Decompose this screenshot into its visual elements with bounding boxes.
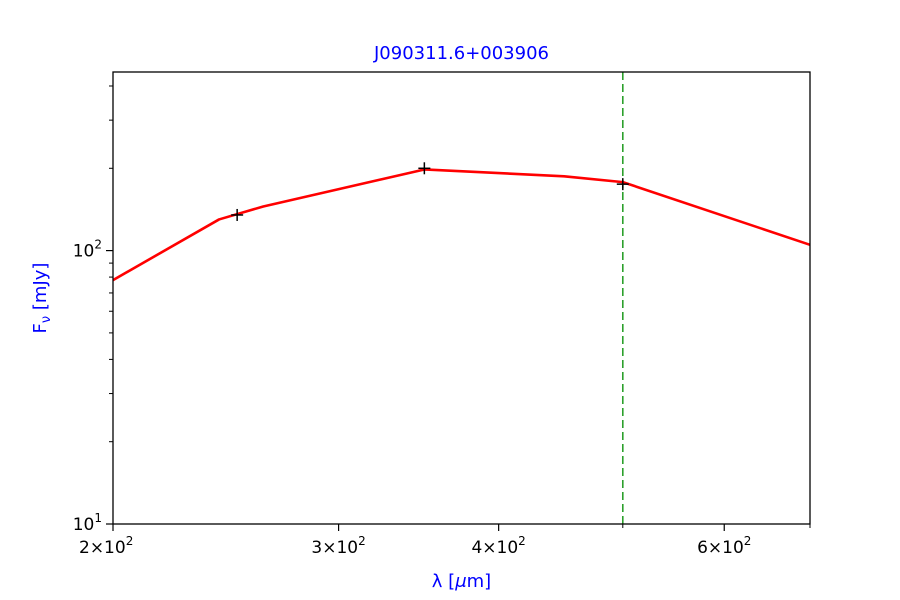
- y-axis-label-sub: ν: [39, 316, 54, 323]
- x-tick-label-3: 6×102: [697, 534, 751, 558]
- y-tick-label-1-exp: 2: [94, 238, 102, 252]
- x-tick-label-2-exp: 2: [518, 534, 526, 548]
- y-axis-label-main: F: [30, 323, 51, 333]
- plot-layer: [112, 72, 811, 524]
- y-tick-label-0-base: 10: [73, 515, 95, 535]
- x-axis-label-main: λ [: [432, 571, 455, 592]
- x-tick-label-1-base: 3×10: [311, 538, 358, 558]
- y-tick-label-0-exp: 1: [94, 511, 102, 525]
- y-tick-label-0: 101: [73, 511, 102, 535]
- x-tick-label-2-base: 4×10: [471, 538, 518, 558]
- x-tick-label-0: 2×102: [79, 534, 133, 558]
- data-point-0: [231, 208, 244, 221]
- x-tick-label-2: 4×102: [471, 534, 525, 558]
- x-axis-label: λ [μm]: [432, 571, 491, 592]
- x-tick-label-1: 3×102: [311, 534, 365, 558]
- x-tick-label-0-base: 2×10: [79, 538, 126, 558]
- data-point-2: [616, 178, 629, 191]
- x-axis-label-unit: μ: [454, 571, 466, 592]
- y-axis-label-end: [mJy]: [30, 263, 51, 316]
- x-tick-label-3-base: 6×10: [697, 538, 744, 558]
- y-tick-label-1: 102: [73, 238, 102, 262]
- plot-frame: [112, 71, 811, 525]
- chart-title: J090311.6+003906: [373, 43, 549, 64]
- x-tick-label-3-exp: 2: [744, 534, 752, 548]
- data-point-1: [418, 162, 431, 175]
- y-axis-label: Fν [mJy]: [30, 263, 54, 334]
- x-tick-label-1-exp: 2: [358, 534, 366, 548]
- y-tick-label-1-base: 10: [73, 242, 95, 262]
- x-axis-label-end: m]: [467, 571, 492, 592]
- x-tick-label-0-exp: 2: [126, 534, 134, 548]
